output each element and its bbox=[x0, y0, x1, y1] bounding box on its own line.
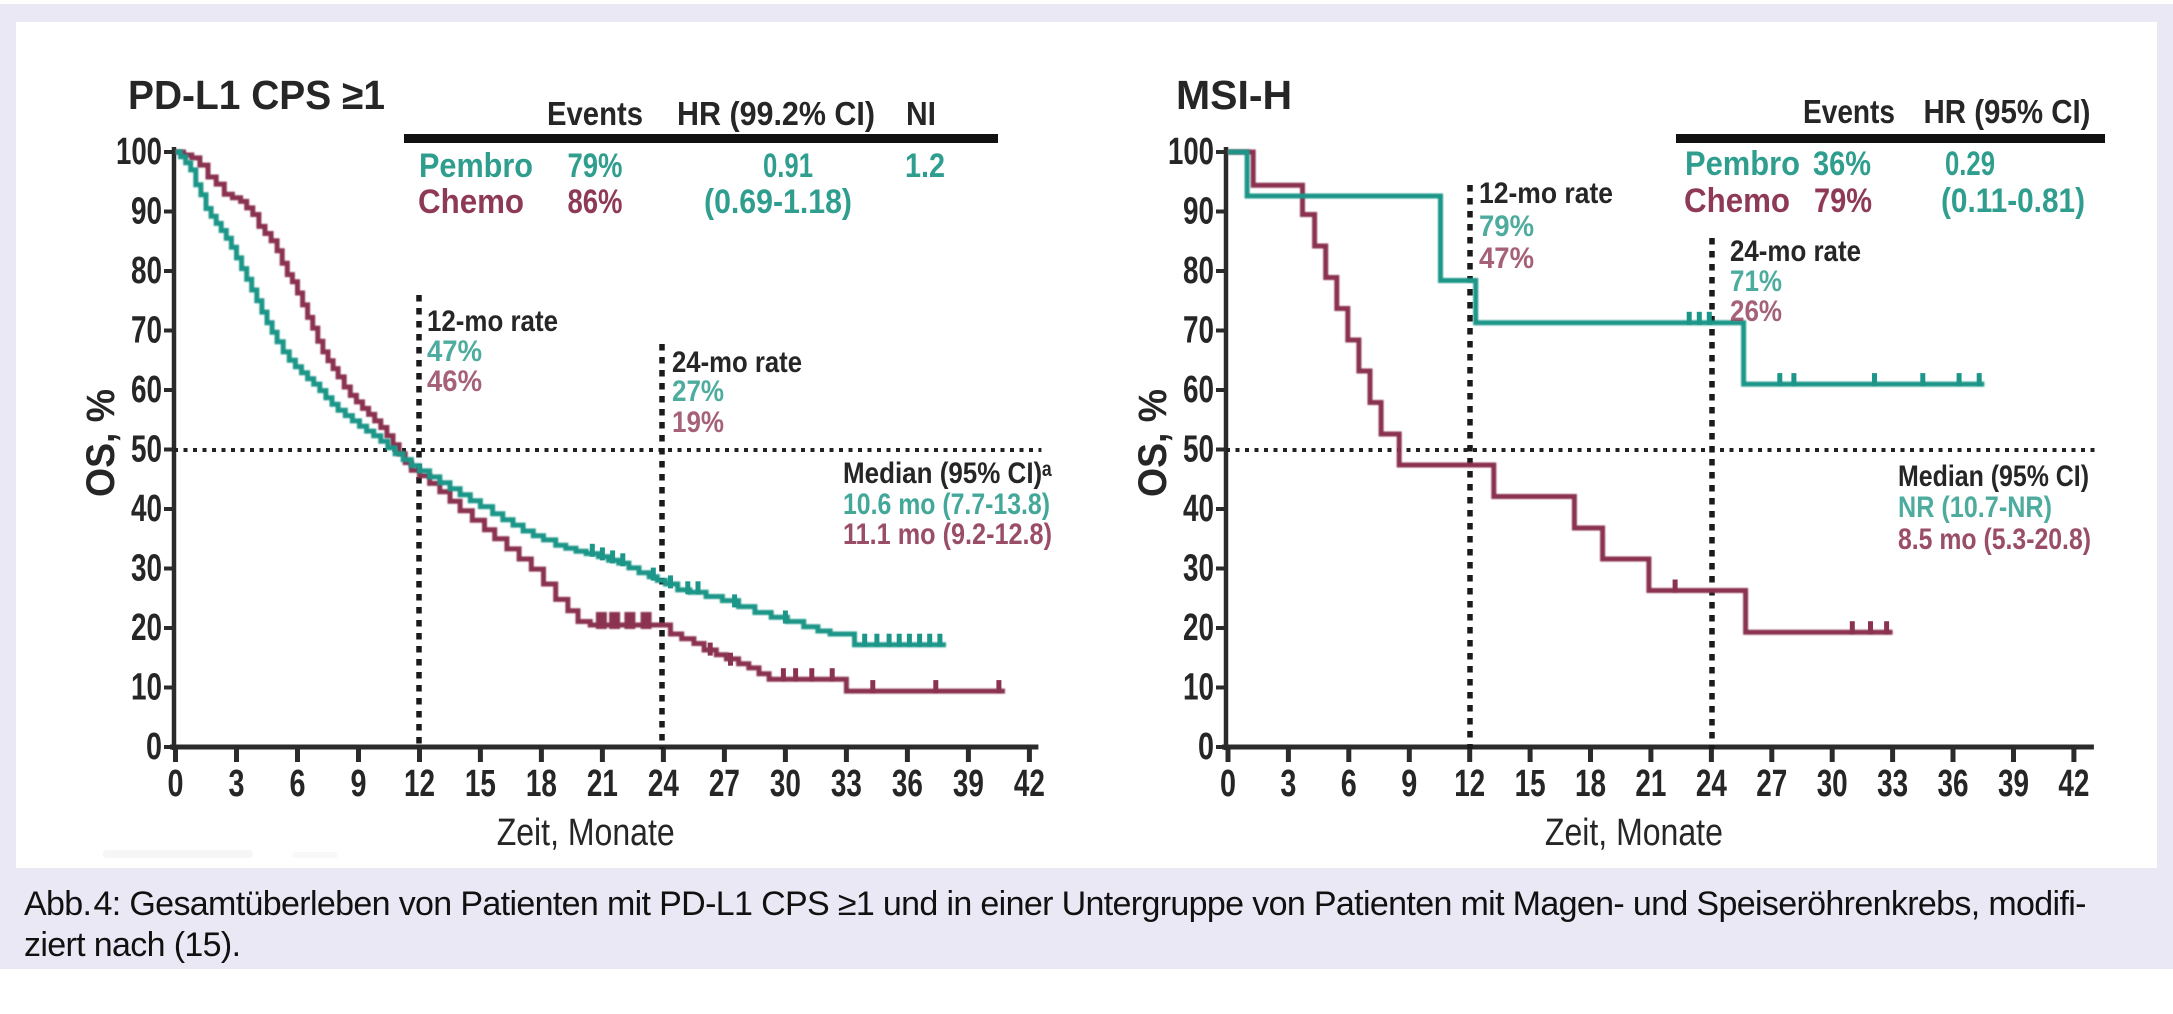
svg-text:70: 70 bbox=[131, 310, 162, 352]
svg-text:(0.69-1.18): (0.69-1.18) bbox=[704, 183, 852, 221]
svg-text:0: 0 bbox=[1198, 726, 1214, 768]
svg-text:24: 24 bbox=[648, 763, 679, 805]
svg-text:Zeit, Monate: Zeit, Monate bbox=[1545, 812, 1723, 854]
svg-text:30: 30 bbox=[131, 548, 162, 590]
svg-text:90: 90 bbox=[131, 191, 162, 233]
svg-text:OS, %: OS, % bbox=[1131, 389, 1175, 497]
svg-text:39: 39 bbox=[953, 763, 984, 805]
svg-text:Zeit, Monate: Zeit, Monate bbox=[497, 812, 675, 854]
svg-text:27%: 27% bbox=[672, 375, 724, 408]
svg-text:79%: 79% bbox=[568, 147, 623, 185]
svg-text:19%: 19% bbox=[672, 406, 724, 439]
svg-text:Pembro: Pembro bbox=[1685, 145, 1800, 183]
svg-text:10: 10 bbox=[1183, 667, 1214, 709]
svg-text:9: 9 bbox=[1401, 763, 1417, 805]
svg-text:24-mo rate: 24-mo rate bbox=[672, 346, 802, 379]
svg-text:HR (99.2% CI): HR (99.2% CI) bbox=[677, 95, 875, 132]
svg-text:10.6 mo (7.7-13.8): 10.6 mo (7.7-13.8) bbox=[843, 488, 1050, 521]
svg-text:11.1 mo (9.2-12.8): 11.1 mo (9.2-12.8) bbox=[843, 518, 1052, 551]
svg-text:33: 33 bbox=[1877, 763, 1908, 805]
svg-text:27: 27 bbox=[709, 763, 740, 805]
svg-text:26%: 26% bbox=[1730, 295, 1782, 328]
svg-text:PD-L1 CPS ≥1: PD-L1 CPS ≥1 bbox=[128, 72, 385, 118]
svg-text:24-mo rate: 24-mo rate bbox=[1730, 235, 1861, 268]
svg-text:24: 24 bbox=[1696, 763, 1727, 805]
svg-text:47%: 47% bbox=[427, 335, 482, 368]
svg-text:100: 100 bbox=[116, 131, 162, 173]
svg-text:15: 15 bbox=[1515, 763, 1546, 805]
svg-text:70: 70 bbox=[1183, 310, 1214, 352]
svg-text:NR (10.7-NR): NR (10.7-NR) bbox=[1898, 491, 2052, 524]
svg-text:10: 10 bbox=[131, 667, 162, 709]
svg-text:12-mo rate: 12-mo rate bbox=[427, 305, 558, 338]
svg-text:(0.11-0.81): (0.11-0.81) bbox=[1941, 182, 2085, 220]
svg-text:50: 50 bbox=[1183, 429, 1214, 471]
svg-text:18: 18 bbox=[1575, 763, 1606, 805]
svg-text:Chemo: Chemo bbox=[1684, 182, 1790, 220]
svg-text:39: 39 bbox=[1998, 763, 2029, 805]
svg-text:36: 36 bbox=[1938, 763, 1969, 805]
svg-text:0.91: 0.91 bbox=[763, 147, 813, 185]
svg-text:40: 40 bbox=[1183, 488, 1214, 530]
svg-text:HR (95% CI): HR (95% CI) bbox=[1924, 93, 2091, 130]
svg-text:MSI-H: MSI-H bbox=[1176, 72, 1292, 118]
svg-text:Chemo: Chemo bbox=[418, 183, 524, 221]
svg-text:36: 36 bbox=[892, 763, 923, 805]
svg-text:30: 30 bbox=[1817, 763, 1848, 805]
svg-text:20: 20 bbox=[1183, 607, 1214, 649]
svg-text:47%: 47% bbox=[1479, 242, 1534, 275]
svg-text:20: 20 bbox=[131, 607, 162, 649]
svg-text:Median (95% CI)ᵃ: Median (95% CI)ᵃ bbox=[843, 457, 1053, 490]
svg-text:21: 21 bbox=[1635, 763, 1666, 805]
svg-text:80: 80 bbox=[1183, 250, 1214, 292]
svg-text:Events: Events bbox=[1803, 93, 1895, 130]
svg-text:0: 0 bbox=[146, 726, 162, 768]
svg-text:12-mo rate: 12-mo rate bbox=[1479, 177, 1613, 210]
svg-text:0.29: 0.29 bbox=[1945, 145, 1995, 183]
svg-text:40: 40 bbox=[131, 488, 162, 530]
svg-text:42: 42 bbox=[2058, 763, 2089, 805]
svg-text:6: 6 bbox=[1341, 763, 1357, 805]
svg-text:30: 30 bbox=[770, 763, 801, 805]
svg-text:80: 80 bbox=[131, 250, 162, 292]
svg-text:71%: 71% bbox=[1730, 265, 1782, 298]
svg-text:18: 18 bbox=[526, 763, 557, 805]
svg-text:6: 6 bbox=[290, 763, 306, 805]
svg-text:42: 42 bbox=[1014, 763, 1045, 805]
svg-text:60: 60 bbox=[131, 369, 162, 411]
svg-text:86%: 86% bbox=[568, 183, 623, 221]
svg-text:100: 100 bbox=[1168, 131, 1214, 173]
svg-text:Median (95% CI): Median (95% CI) bbox=[1898, 460, 2089, 493]
svg-text:27: 27 bbox=[1756, 763, 1787, 805]
svg-text:46%: 46% bbox=[427, 365, 482, 398]
svg-text:15: 15 bbox=[465, 763, 496, 805]
svg-text:30: 30 bbox=[1183, 548, 1214, 590]
svg-text:0: 0 bbox=[168, 763, 184, 805]
svg-text:33: 33 bbox=[831, 763, 862, 805]
svg-text:Events: Events bbox=[547, 95, 643, 132]
svg-text:21: 21 bbox=[587, 763, 618, 805]
svg-text:36%: 36% bbox=[1813, 145, 1871, 183]
svg-text:9: 9 bbox=[351, 763, 367, 805]
svg-text:3: 3 bbox=[229, 763, 245, 805]
svg-text:90: 90 bbox=[1183, 191, 1214, 233]
svg-text:50: 50 bbox=[131, 429, 162, 471]
svg-text:NI: NI bbox=[906, 95, 936, 132]
svg-text:60: 60 bbox=[1183, 369, 1214, 411]
svg-text:79%: 79% bbox=[1479, 210, 1534, 243]
svg-text:12: 12 bbox=[1454, 763, 1485, 805]
svg-text:12: 12 bbox=[404, 763, 435, 805]
svg-text:3: 3 bbox=[1280, 763, 1296, 805]
svg-text:1.2: 1.2 bbox=[905, 147, 945, 185]
svg-text:8.5 mo (5.3-20.8): 8.5 mo (5.3-20.8) bbox=[1898, 523, 2091, 556]
svg-text:0: 0 bbox=[1220, 763, 1236, 805]
svg-text:79%: 79% bbox=[1814, 182, 1872, 220]
svg-text:Pembro: Pembro bbox=[419, 147, 533, 185]
svg-text:OS, %: OS, % bbox=[79, 389, 123, 497]
